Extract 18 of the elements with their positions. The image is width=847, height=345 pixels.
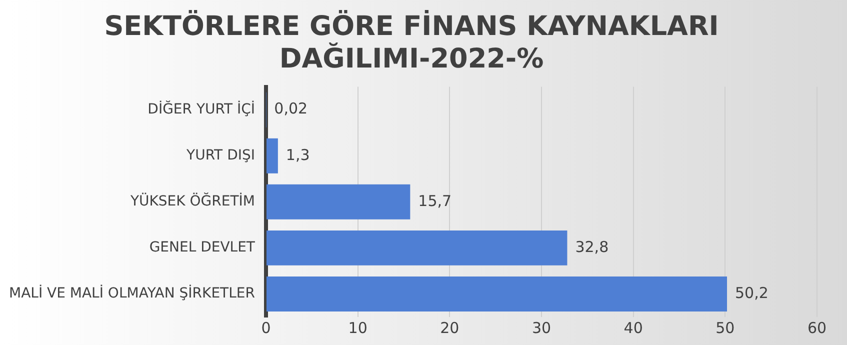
y-tick-label: YURT DIŞI	[186, 148, 255, 164]
data-label: 15,7	[418, 192, 452, 210]
y-tick-label: YÜKSEK ÖĞRETİM	[129, 192, 255, 210]
x-tick-label: 0	[261, 318, 271, 337]
x-tick-label: 40	[624, 318, 643, 337]
y-tick-label: GENEL DEVLET	[149, 240, 256, 256]
chart-title: SEKTÖRLERE GÖRE FİNANS KAYNAKLARI DAĞILIMI-2022-%	[104, 9, 719, 75]
x-tick-label: 50	[716, 318, 735, 337]
data-label: 32,8	[575, 238, 609, 256]
data-label: 50,2	[735, 284, 768, 302]
x-tick-label: 10	[348, 318, 368, 337]
x-tick-label: 60	[807, 318, 827, 337]
x-tick-label: 30	[532, 318, 552, 337]
data-label: 1,3	[286, 146, 310, 164]
data-label: 0,02	[274, 100, 308, 118]
y-tick-label: DİĞER YURT İÇİ	[148, 100, 255, 118]
x-tick-label: 20	[440, 318, 460, 337]
y-tick-label: MALİ VE MALİ OLMAYAN ŞİRKETLER	[8, 284, 256, 302]
